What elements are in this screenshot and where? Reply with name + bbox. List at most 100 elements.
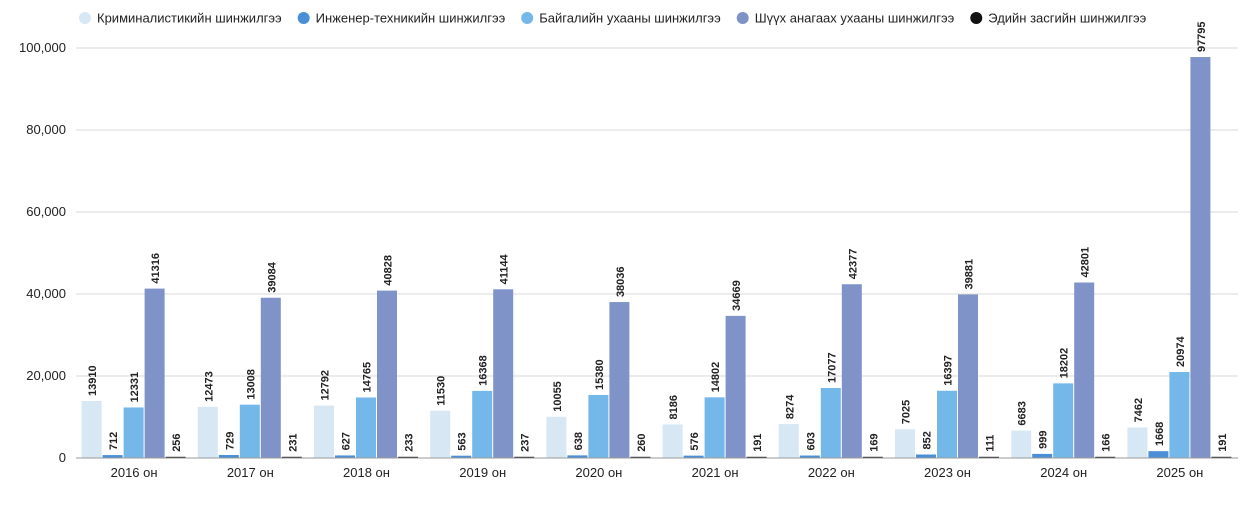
bar <box>314 405 334 458</box>
data-label: 8186 <box>668 395 680 419</box>
data-label: 14765 <box>362 362 374 393</box>
data-label: 729 <box>224 432 236 450</box>
legend: Криминалистикийн шинжилгээ Инженер-техник… <box>79 11 1147 26</box>
bar <box>451 455 472 458</box>
bar <box>1211 456 1232 458</box>
data-label: 13910 <box>87 365 99 396</box>
bar <box>1074 282 1095 458</box>
bar <box>493 289 514 458</box>
bar <box>81 400 102 458</box>
data-label: 18202 <box>1059 348 1071 379</box>
legend-label: Шүүх анагаах ухааны шинжилгээ <box>755 11 955 26</box>
x-tick-label: 2018 он <box>343 465 390 480</box>
data-label: 603 <box>805 432 817 450</box>
grid-layer <box>76 47 1238 377</box>
bar <box>1053 383 1074 458</box>
data-label: 42377 <box>847 249 859 280</box>
data-label: 34669 <box>731 280 743 311</box>
bar <box>472 390 493 458</box>
data-label: 13008 <box>245 369 257 400</box>
data-label: 237 <box>520 433 532 451</box>
data-label: 12473 <box>203 371 215 402</box>
bar <box>841 284 862 458</box>
bar <box>979 456 999 458</box>
bar <box>937 390 957 458</box>
x-tick-label: 2022 он <box>808 465 855 480</box>
data-label: 191 <box>1217 433 1229 451</box>
data-label: 40828 <box>383 255 395 286</box>
y-tick-label: 40,000 <box>26 286 66 301</box>
bar <box>260 297 281 458</box>
bar <box>958 294 978 458</box>
data-label: 39084 <box>266 261 278 292</box>
bar <box>630 456 651 458</box>
bar <box>725 315 746 458</box>
bar <box>144 288 165 458</box>
bar <box>1011 430 1032 458</box>
bar <box>799 455 820 458</box>
bar <box>704 397 725 458</box>
bar <box>662 424 683 458</box>
bar <box>778 424 799 458</box>
data-label: 256 <box>171 433 183 451</box>
data-label: 7025 <box>901 400 913 424</box>
data-label: 233 <box>404 433 416 451</box>
data-label: 14802 <box>710 362 722 393</box>
legend-swatch <box>79 12 91 24</box>
x-tick-label: 2019 он <box>459 465 506 480</box>
data-label: 638 <box>573 432 585 450</box>
y-tick-label: 20,000 <box>26 368 66 383</box>
y-tick-label: 0 <box>59 450 66 465</box>
bar <box>430 410 451 458</box>
data-label: 576 <box>689 432 701 450</box>
data-label: 12792 <box>320 370 332 401</box>
value-labels-layer: 13910 712 12331 41316 256 12473 729 13008 39084 2… <box>87 21 1229 451</box>
data-label: 11530 <box>436 376 448 406</box>
data-label: 10055 <box>552 381 564 412</box>
bar <box>102 455 123 458</box>
data-label: 38036 <box>615 266 627 297</box>
bar <box>398 456 418 458</box>
bar <box>820 387 841 458</box>
legend-label: Инженер-техникийн шинжилгээ <box>316 11 506 26</box>
data-label: 8274 <box>784 394 796 419</box>
data-label: 169 <box>868 433 880 451</box>
x-tick-label: 2024 он <box>1040 465 1087 480</box>
data-label: 97795 <box>1196 21 1208 52</box>
bar <box>609 302 630 458</box>
data-label: 7462 <box>1133 398 1145 422</box>
data-label: 191 <box>752 433 764 451</box>
legend-label: Эдийн засгийн шинжилгээ <box>988 11 1146 26</box>
bar <box>218 455 239 458</box>
data-label: 712 <box>108 432 120 450</box>
bar <box>165 456 186 458</box>
bar <box>546 416 567 458</box>
data-label: 20974 <box>1175 336 1187 367</box>
legend-swatch <box>297 12 310 24</box>
data-label: 563 <box>457 432 469 450</box>
bar <box>746 456 767 458</box>
legend-swatch <box>521 12 534 24</box>
data-label: 41316 <box>150 253 162 284</box>
bar <box>916 454 936 458</box>
x-tick-label: 2016 он <box>111 465 158 480</box>
bar <box>567 455 588 458</box>
bar <box>356 397 376 458</box>
x-tick-label: 2017 он <box>227 465 274 480</box>
bar <box>1190 57 1211 459</box>
bar <box>683 455 704 458</box>
x-tick-label: 2021 он <box>692 465 739 480</box>
data-label: 15380 <box>594 359 606 390</box>
bar <box>281 456 302 458</box>
bar <box>335 455 355 458</box>
legend-swatch <box>970 12 983 24</box>
bar <box>197 406 218 458</box>
bar <box>862 456 883 458</box>
y-tick-label: 80,000 <box>26 122 66 137</box>
data-label: 231 <box>287 433 299 451</box>
data-label: 999 <box>1038 431 1050 449</box>
bar <box>123 407 144 458</box>
data-label: 39881 <box>964 259 976 290</box>
